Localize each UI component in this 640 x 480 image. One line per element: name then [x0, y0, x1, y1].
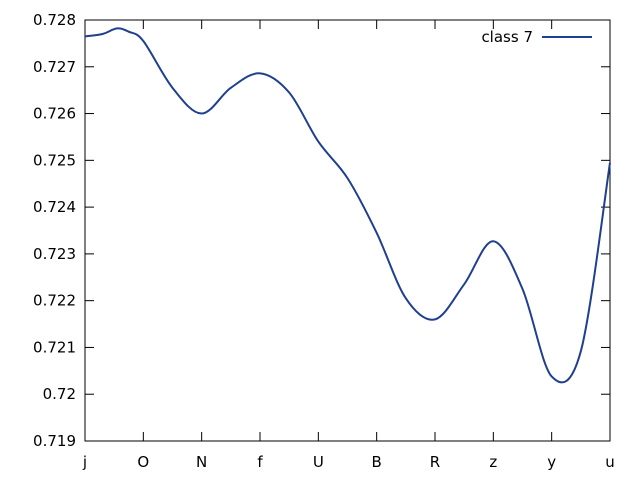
x-tick-label: O — [137, 453, 149, 471]
x-tick-label: y — [547, 453, 556, 471]
x-tick-label: z — [489, 453, 497, 471]
x-tick-label: R — [430, 453, 440, 471]
x-tick-label: B — [372, 453, 382, 471]
x-tick-label: N — [196, 453, 207, 471]
series-layer — [84, 27, 611, 384]
y-tick-label: 0.72 — [43, 385, 76, 403]
x-tick-label: U — [313, 453, 324, 471]
legend-label: class 7 — [481, 28, 533, 46]
y-tick-label: 0.722 — [33, 292, 76, 310]
y-tick-label: 0.724 — [33, 198, 76, 216]
x-tick-label: j — [82, 453, 87, 471]
plot-border — [84, 19, 611, 442]
y-axis: 0.719 0.72 0.721 0.722 0.723 0.724 0.725 0.726 0… — [33, 11, 610, 450]
x-tick-label: f — [257, 453, 263, 471]
y-tick-label: 0.727 — [33, 58, 76, 76]
y-tick-label: 0.723 — [33, 245, 76, 263]
plot-frame — [84, 19, 611, 442]
y-tick-label: 0.726 — [33, 105, 76, 123]
series-line-class-7 — [84, 27, 611, 384]
legend: class 7 — [481, 28, 592, 46]
y-tick-label: 0.719 — [33, 432, 76, 450]
y-tick-label: 0.725 — [33, 151, 76, 169]
x-tick-label: u — [605, 453, 615, 471]
y-tick-label: 0.728 — [33, 11, 76, 29]
y-tick-label: 0.721 — [33, 338, 76, 356]
